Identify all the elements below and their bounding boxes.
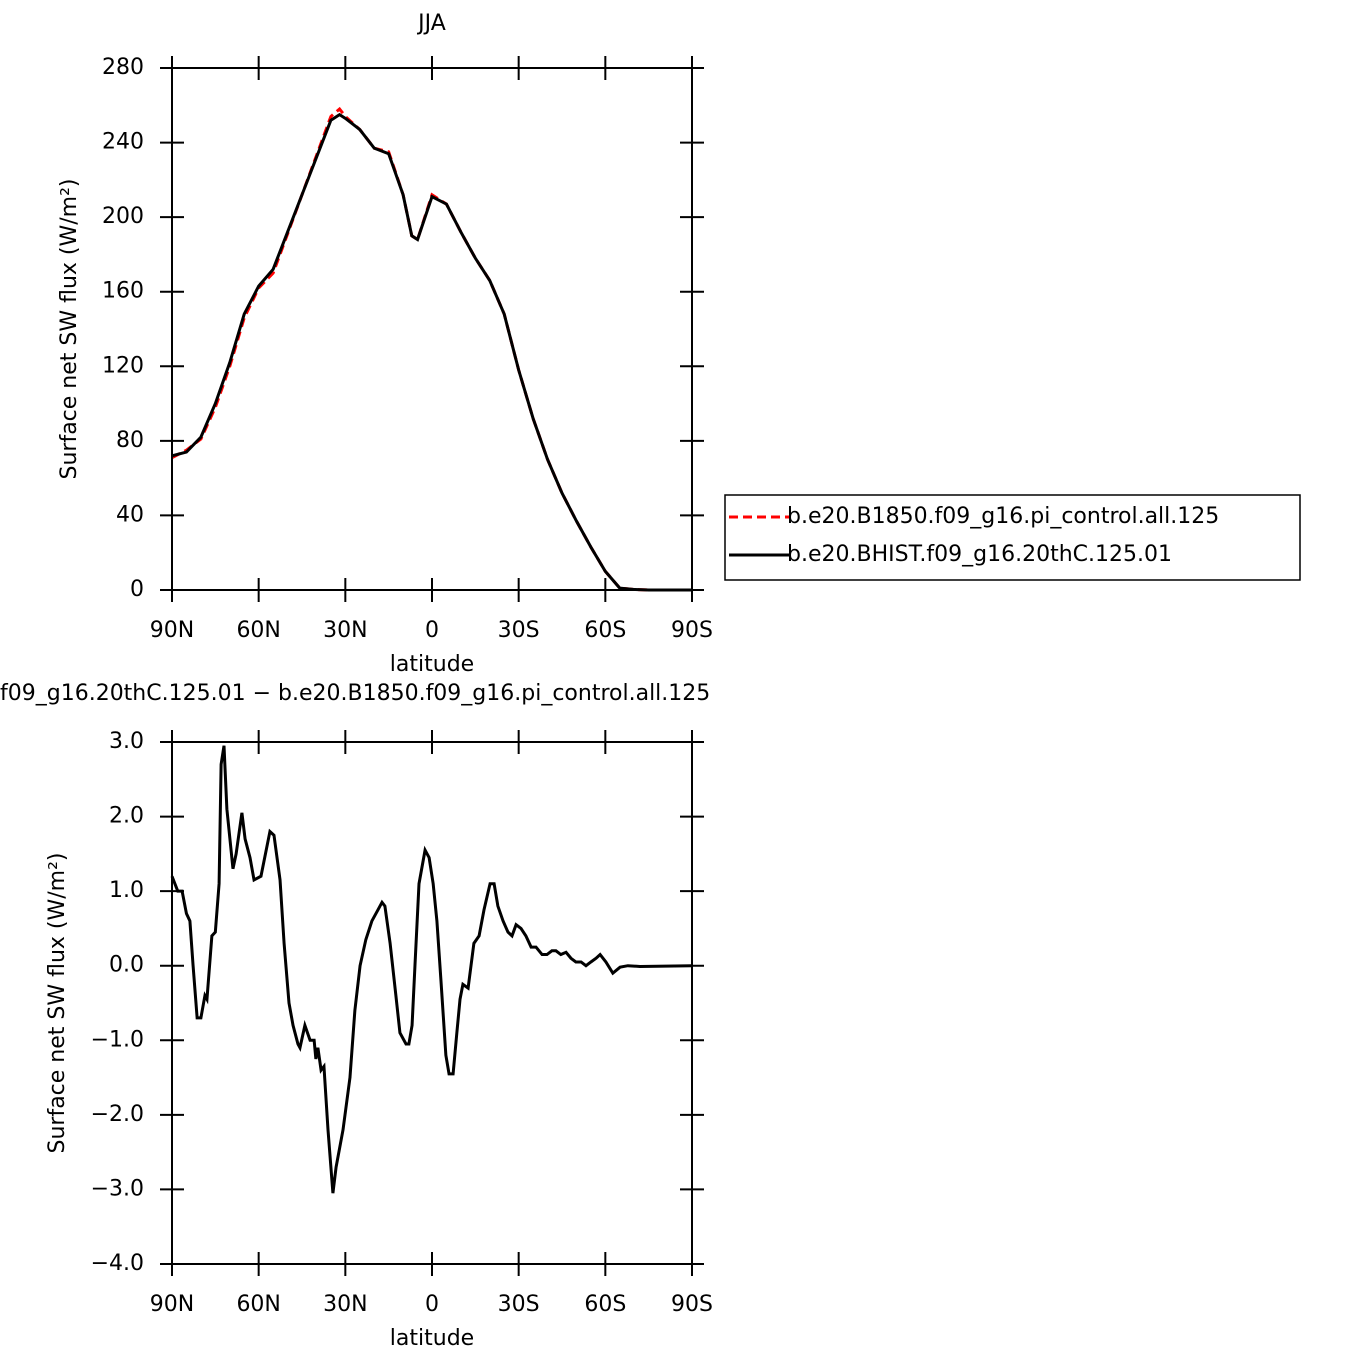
y-tick-label: 0.0 bbox=[109, 953, 144, 978]
y-tick-label: −3.0 bbox=[91, 1176, 144, 1201]
y-tick-label: 1.0 bbox=[109, 878, 144, 903]
y-tick-label: 280 bbox=[102, 55, 144, 80]
x-tick-label: 90N bbox=[150, 1292, 194, 1317]
x-tick-label: 60S bbox=[584, 1292, 626, 1317]
x-tick-label: 90N bbox=[150, 618, 194, 643]
x-tick-label: 30N bbox=[323, 1292, 367, 1317]
x-tick-label: 60N bbox=[236, 618, 280, 643]
x-tick-label: 30S bbox=[498, 618, 540, 643]
x-tick-label: 0 bbox=[425, 618, 439, 643]
x-tick-label: 30S bbox=[498, 1292, 540, 1317]
data-line bbox=[171, 106, 692, 592]
x-tick-label: 60N bbox=[236, 1292, 280, 1317]
y-tick-label: 120 bbox=[102, 353, 144, 378]
legend-box bbox=[724, 494, 1301, 581]
y-tick-label: −1.0 bbox=[91, 1027, 144, 1052]
legend-label: b.e20.BHIST.f09_g16.20thC.125.01 bbox=[787, 542, 1172, 567]
plot-frame bbox=[171, 67, 693, 591]
x-tick-label: 60S bbox=[584, 618, 626, 643]
chart-title: JJA bbox=[416, 11, 446, 36]
plot-frame bbox=[171, 741, 693, 1265]
y-tick-label: 80 bbox=[116, 428, 144, 453]
x-tick-label: 0 bbox=[425, 1292, 439, 1317]
y-tick-label: −4.0 bbox=[91, 1251, 144, 1276]
y-axis-label: Surface net SW flux (W/m²) bbox=[45, 852, 70, 1153]
x-tick-label: 90S bbox=[671, 1292, 713, 1317]
legend-label: b.e20.B1850.f09_g16.pi_control.all.125 bbox=[787, 504, 1219, 529]
y-tick-label: −2.0 bbox=[91, 1102, 144, 1127]
y-tick-label: 240 bbox=[102, 130, 144, 155]
y-tick-label: 0 bbox=[130, 577, 144, 602]
x-axis-label: latitude bbox=[390, 1326, 474, 1351]
x-axis-label: latitude bbox=[390, 652, 474, 677]
y-tick-label: 160 bbox=[102, 279, 144, 304]
y-axis-label: Surface net SW flux (W/m²) bbox=[57, 178, 82, 479]
y-tick-label: 2.0 bbox=[109, 804, 144, 829]
y-tick-label: 3.0 bbox=[109, 729, 144, 754]
chart-title: f09_g16.20thC.125.01 − b.e20.B1850.f09_g… bbox=[0, 681, 710, 706]
data-line bbox=[171, 112, 692, 592]
x-tick-label: 90S bbox=[671, 618, 713, 643]
x-tick-label: 30N bbox=[323, 618, 367, 643]
y-tick-label: 40 bbox=[116, 502, 144, 527]
y-tick-label: 200 bbox=[102, 204, 144, 229]
data-line bbox=[170, 745, 693, 1194]
